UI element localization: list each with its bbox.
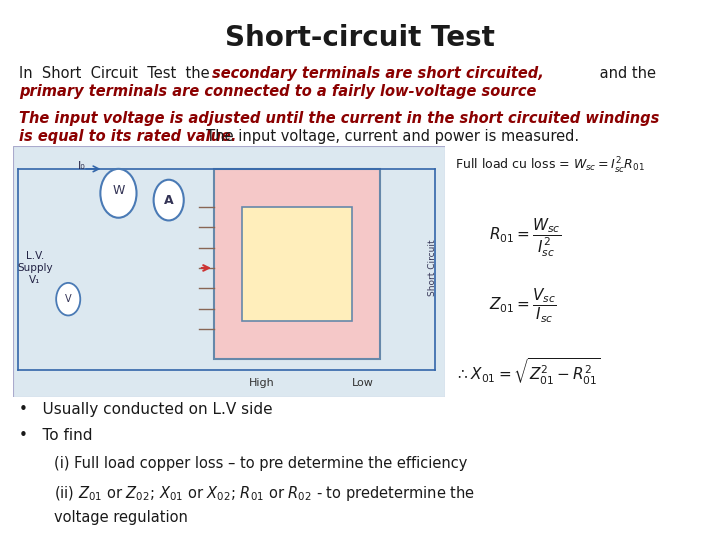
Text: The input voltage, current and power is measured.: The input voltage, current and power is …: [197, 129, 580, 144]
Bar: [214, 169, 379, 359]
Text: High: High: [249, 379, 275, 388]
Text: •   To find: • To find: [19, 428, 92, 443]
Text: L.V.
Supply
V₁: L.V. Supply V₁: [17, 251, 53, 285]
Text: Full load cu loss = $W_{sc} = I_{sc}^{2}R_{01}$: Full load cu loss = $W_{sc} = I_{sc}^{2}…: [455, 156, 645, 176]
Text: is equal to its rated value.: is equal to its rated value.: [19, 129, 236, 144]
Text: V: V: [65, 294, 71, 304]
Text: $\therefore X_{01} = \sqrt{Z_{01}^{2} - R_{01}^{2}}$: $\therefore X_{01} = \sqrt{Z_{01}^{2} - …: [455, 357, 601, 387]
Text: •   Usually conducted on L.V side: • Usually conducted on L.V side: [19, 402, 272, 417]
Text: In  Short  Circuit  Test  the: In Short Circuit Test the: [19, 66, 214, 81]
Text: primary terminals are connected to a fairly low-voltage source: primary terminals are connected to a fai…: [19, 84, 536, 99]
Text: voltage regulation: voltage regulation: [54, 510, 188, 525]
Text: Short Circuit: Short Circuit: [428, 240, 438, 296]
Text: I₀: I₀: [78, 161, 85, 171]
Bar: [242, 207, 351, 321]
Circle shape: [153, 180, 184, 220]
Text: (ii) $Z_{01}$ or $Z_{02}$; $X_{01}$ or $X_{02}$; $R_{01}$ or $R_{02}$ - to prede: (ii) $Z_{01}$ or $Z_{02}$; $X_{01}$ or $…: [54, 484, 475, 503]
Circle shape: [100, 169, 137, 218]
Text: W: W: [112, 184, 125, 197]
Text: and the: and the: [595, 66, 656, 81]
Text: A: A: [164, 194, 174, 207]
Text: $Z_{01} = \dfrac{V_{sc}}{I_{sc}}$: $Z_{01} = \dfrac{V_{sc}}{I_{sc}}$: [490, 286, 557, 325]
Text: (i) Full load copper loss – to pre determine the efficiency: (i) Full load copper loss – to pre deter…: [54, 456, 467, 471]
Circle shape: [56, 283, 80, 315]
Text: Short-circuit Test: Short-circuit Test: [225, 24, 495, 52]
Text: $R_{01} = \dfrac{W_{sc}}{I_{sc}^{2}}$: $R_{01} = \dfrac{W_{sc}}{I_{sc}^{2}}$: [490, 216, 562, 259]
Text: Low: Low: [351, 379, 374, 388]
Text: secondary terminals are short circuited,: secondary terminals are short circuited,: [212, 66, 544, 81]
Text: The input voltage is adjusted until the current in the short circuited windings: The input voltage is adjusted until the …: [19, 111, 659, 126]
